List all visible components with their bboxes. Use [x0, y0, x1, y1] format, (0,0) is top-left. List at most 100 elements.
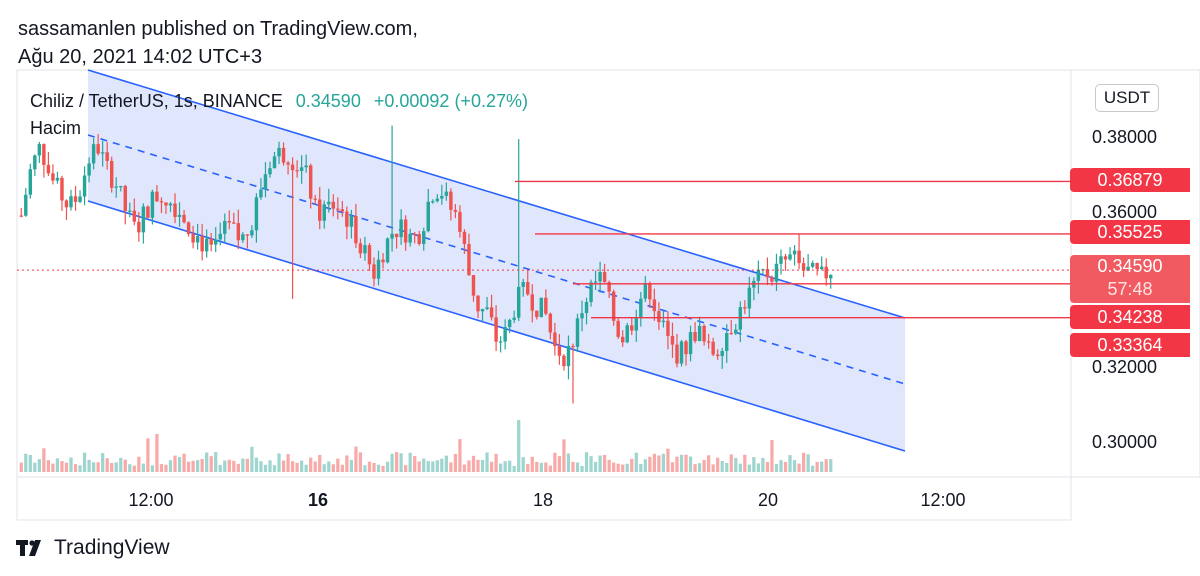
candle-body — [376, 259, 381, 279]
candle-body — [706, 341, 711, 343]
last-price: 0.34590 — [295, 91, 361, 111]
volume-bar — [467, 460, 471, 472]
volume-bar — [51, 463, 55, 472]
candle-body — [756, 269, 761, 281]
volume-bar — [218, 464, 222, 472]
volume-bar — [413, 456, 417, 472]
currency-button[interactable]: USDT — [1095, 84, 1159, 112]
volume-bar — [761, 457, 765, 472]
candle-body — [340, 209, 345, 212]
candle-body — [711, 341, 715, 355]
candle-body — [616, 320, 620, 337]
x-tick-label: 12:00 — [920, 490, 966, 510]
candle-body — [571, 345, 575, 348]
volume-bar — [399, 453, 403, 472]
symbol-title[interactable]: Chiliz / TetherUS, 1s, BINANCE — [30, 91, 283, 111]
volume-bar — [657, 455, 661, 472]
candle-body — [819, 266, 824, 270]
tradingview-brand[interactable]: TradingView — [16, 536, 170, 560]
volume-bar — [716, 457, 720, 472]
volume-bar — [309, 457, 313, 472]
candle-body — [697, 325, 702, 342]
current-price-tag[interactable]: 0.34590 57:48 — [1070, 255, 1190, 303]
candle-body — [64, 200, 69, 208]
volume-bar — [186, 461, 191, 472]
candle-body — [168, 203, 173, 206]
volume-bar — [774, 464, 779, 472]
volume-bar — [806, 454, 810, 472]
candle-body — [815, 262, 819, 270]
level-tag[interactable]: 0.36879 — [1070, 168, 1190, 192]
candle-body — [349, 215, 354, 227]
volume-bar — [535, 461, 539, 472]
level-tag[interactable]: 0.33364 — [1070, 333, 1190, 357]
candle-body — [435, 198, 440, 202]
candle-body — [526, 282, 530, 295]
candle-body — [788, 254, 792, 260]
bar-countdown: 57:48 — [1107, 279, 1153, 299]
volume-legend[interactable]: Hacim — [30, 118, 82, 138]
x-tick-label: 18 — [532, 490, 554, 510]
volume-bar — [503, 461, 507, 472]
candle-body — [200, 236, 204, 252]
volume-bar — [557, 456, 562, 472]
candle-body — [661, 320, 666, 323]
candle-body — [562, 355, 566, 367]
x-tick-label: 12:00 — [128, 490, 174, 510]
volume-bar — [498, 463, 503, 472]
volume-bar — [530, 456, 534, 472]
candle-body — [444, 191, 449, 196]
volume-bar — [340, 464, 344, 472]
volume-bar — [720, 461, 724, 472]
volume-bar — [539, 462, 543, 472]
candle-body — [128, 210, 132, 212]
candle-body — [46, 164, 51, 174]
candle-body — [634, 318, 639, 331]
candle-body — [652, 299, 657, 312]
chart-border — [16, 69, 1200, 478]
volume-bar — [801, 452, 806, 472]
candle-body — [539, 297, 544, 318]
volume-bar — [648, 456, 652, 472]
candle-body — [150, 191, 155, 218]
candle-body — [263, 174, 268, 190]
volume-bar — [643, 459, 647, 472]
candle-body — [498, 341, 503, 343]
candle-body — [611, 291, 616, 321]
candle-body — [516, 286, 521, 318]
candle-body — [42, 144, 46, 165]
volume-bar — [78, 465, 82, 472]
candle-body — [33, 155, 37, 170]
volume-bar — [571, 461, 575, 472]
volume-bar — [205, 452, 209, 472]
candle-body — [218, 233, 222, 240]
volume-bar — [756, 463, 761, 472]
candle-body — [824, 266, 828, 279]
volume-bar — [60, 461, 64, 472]
candle-body — [480, 309, 485, 312]
candle-body — [245, 234, 250, 236]
candle-body — [625, 325, 629, 343]
candle-body — [367, 245, 372, 265]
volume-bar — [214, 452, 218, 472]
price-levels[interactable] — [17, 180, 1071, 319]
candle-body — [403, 219, 408, 243]
tradingview-logo-icon — [16, 540, 41, 556]
volume-bar — [223, 460, 227, 472]
candle-body — [304, 165, 308, 168]
candle-body — [684, 341, 688, 355]
volume-bar — [480, 459, 485, 472]
candle-body — [82, 175, 87, 197]
candle-body — [385, 238, 390, 263]
volume-bar — [517, 420, 521, 472]
volume-bar — [584, 452, 589, 472]
volume-bar — [177, 457, 182, 472]
volume-bar — [376, 464, 381, 472]
volume-bar — [526, 464, 530, 472]
volume-bar — [711, 464, 715, 472]
candle-body — [313, 198, 317, 200]
x-tick-label: 16 — [307, 490, 329, 510]
level-tag[interactable]: 0.34238 — [1070, 305, 1190, 329]
level-tag[interactable]: 0.35525 — [1070, 220, 1190, 244]
